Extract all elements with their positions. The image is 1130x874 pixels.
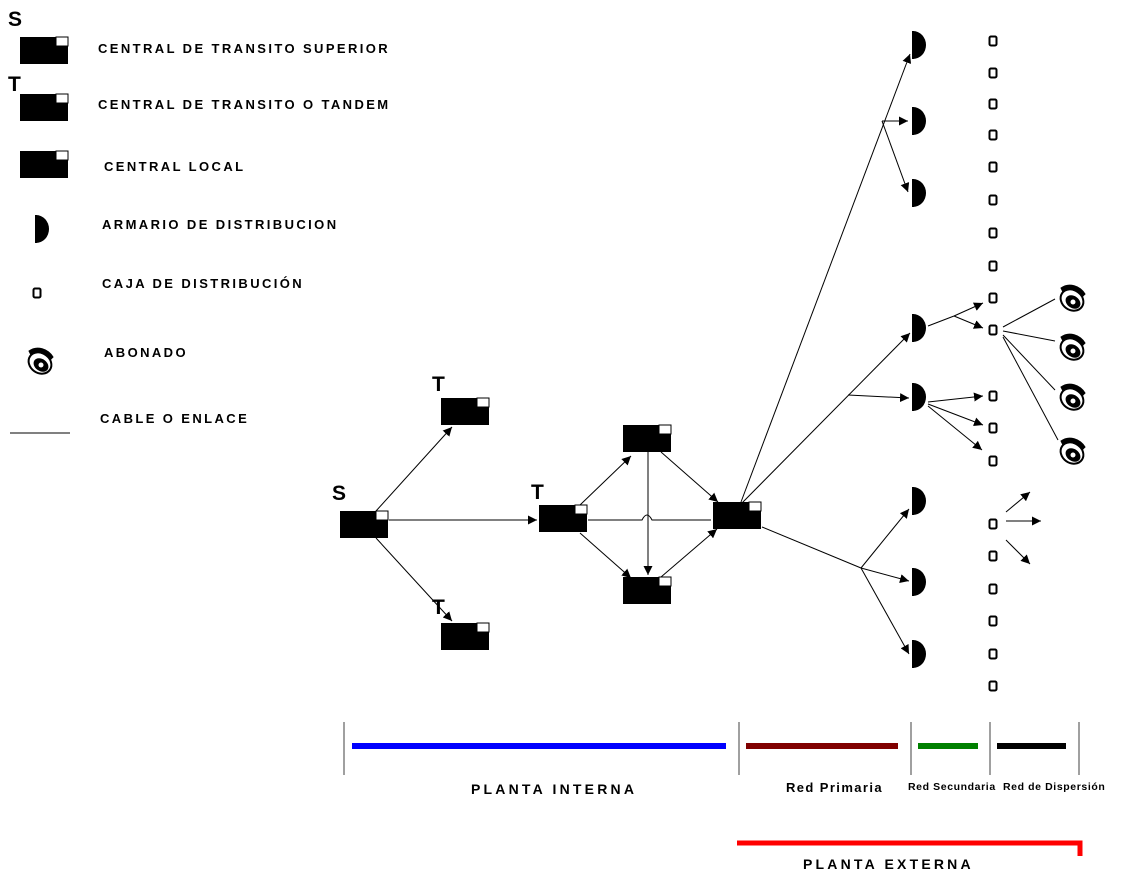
planta-externa-bar — [737, 840, 1083, 856]
subscriber-phone-1 — [1055, 283, 1089, 317]
legend-label-local: CENTRAL LOCAL — [104, 159, 245, 174]
segment-scale: PLANTA INTERNA Red Primaria Red Secundar… — [343, 722, 1105, 872]
cabinet-7 — [912, 567, 927, 597]
cabinet-8 — [912, 639, 927, 669]
distribution-box — [988, 98, 998, 110]
distribution-box-icon — [32, 287, 42, 299]
cabinet-2 — [912, 106, 927, 136]
distribution-box — [988, 422, 998, 434]
legend-label-box: CAJA DE DISTRIBUCIÓN — [102, 276, 304, 291]
distribution-cabinet-icon — [35, 214, 50, 244]
distribution-box — [988, 67, 998, 79]
distribution-box — [988, 390, 998, 402]
local-exchange-bottom — [622, 576, 672, 605]
primary-link-3 — [881, 120, 910, 193]
tandem-switch-center — [538, 504, 588, 533]
distribution-box — [988, 161, 998, 173]
distribution-box — [988, 260, 998, 272]
link-local-top-to-main — [660, 451, 719, 503]
distribution-box — [988, 194, 998, 206]
primary-link-4 — [740, 332, 911, 505]
planta-interna-label: PLANTA INTERNA — [471, 781, 637, 797]
local-exchange-icon — [19, 150, 69, 179]
primary-link-6 — [761, 526, 862, 569]
primary-link-1 — [740, 53, 912, 503]
cabinet-4 — [912, 313, 927, 343]
drop-link-1 — [1002, 298, 1056, 328]
link-local-bottom-to-main — [660, 528, 718, 578]
legend-label-tandem: CENTRAL DE TRANSITO O TANDEM — [98, 97, 391, 112]
secondary-link-1 — [953, 302, 984, 317]
distribution-box — [988, 680, 998, 692]
primary-link-8 — [860, 567, 910, 583]
distribution-box — [988, 129, 998, 141]
link-s-to-t-top — [375, 426, 453, 512]
distribution-box — [988, 455, 998, 467]
legend-superior-letter: S — [8, 8, 22, 31]
secondary-link-4 — [927, 403, 984, 426]
drop-arrow-1 — [1005, 491, 1031, 513]
link-t-to-local-main — [588, 514, 711, 521]
legend-tandem-letter: T — [8, 73, 21, 96]
secondary-link-5 — [927, 405, 983, 451]
distribution-box — [988, 518, 998, 530]
subscriber-phone-2 — [1055, 332, 1089, 366]
cabinet-1 — [912, 30, 927, 60]
drop-link-3 — [1002, 334, 1056, 391]
cabinet-3 — [912, 178, 927, 208]
secondary-link-hub — [927, 315, 955, 327]
superior-node-label: S — [332, 482, 346, 505]
local-exchange-main — [712, 501, 762, 530]
subscriber-phone-4 — [1055, 436, 1089, 470]
superior-switch-icon — [19, 36, 69, 65]
distribution-box — [988, 227, 998, 239]
primary-link-7 — [860, 508, 910, 569]
legend-label-subscriber: ABONADO — [104, 345, 188, 360]
red-primaria-label: Red Primaria — [786, 780, 883, 795]
link-t-to-local-bottom — [579, 532, 632, 579]
tandem-node-label-center: T — [531, 481, 544, 504]
subscriber-phone-3 — [1055, 382, 1089, 416]
tandem-switch-top — [440, 397, 490, 426]
tandem-switch-icon — [19, 93, 69, 122]
distribution-boxes — [988, 35, 998, 692]
cabinet-6 — [912, 486, 927, 516]
distribution-box — [988, 583, 998, 595]
link-t-to-local-top — [579, 455, 632, 506]
distribution-box — [988, 35, 998, 47]
tandem-switch-bottom — [440, 622, 490, 651]
primary-link-9 — [860, 567, 910, 655]
link-s-to-t-bottom — [375, 537, 453, 622]
primary-link-5 — [847, 393, 910, 403]
drop-arrow-3 — [1005, 539, 1031, 565]
red-dispersion-label: Red de Dispersión — [1003, 781, 1105, 793]
superior-switch — [339, 510, 389, 539]
legend-label-cable: CABLE O ENLACE — [100, 411, 249, 426]
tandem-node-label-bottom: T — [432, 596, 445, 619]
drop-link-4 — [1002, 336, 1059, 441]
subscriber-phone-icon — [23, 346, 57, 380]
network: S T T T — [332, 30, 1089, 692]
local-exchange-top — [622, 424, 672, 453]
distribution-box — [988, 292, 998, 304]
planta-externa-label: PLANTA EXTERNA — [803, 856, 974, 872]
distribution-box — [988, 648, 998, 660]
legend-label-cabinet: ARMARIO DE DISTRIBUCION — [102, 217, 338, 232]
distribution-box — [988, 550, 998, 562]
legend: S CENTRAL DE TRANSITO SUPERIOR T CENTRAL… — [8, 8, 391, 434]
drop-link-2 — [1002, 330, 1056, 342]
distribution-box — [988, 324, 998, 336]
red-secundaria-label: Red Secundaria — [908, 781, 996, 793]
secondary-link-2 — [953, 315, 984, 329]
cabinet-5 — [912, 382, 927, 412]
distribution-box — [988, 615, 998, 627]
secondary-link-3 — [927, 392, 984, 403]
legend-label-superior: CENTRAL DE TRANSITO SUPERIOR — [98, 41, 390, 56]
tandem-node-label-top: T — [432, 373, 445, 396]
